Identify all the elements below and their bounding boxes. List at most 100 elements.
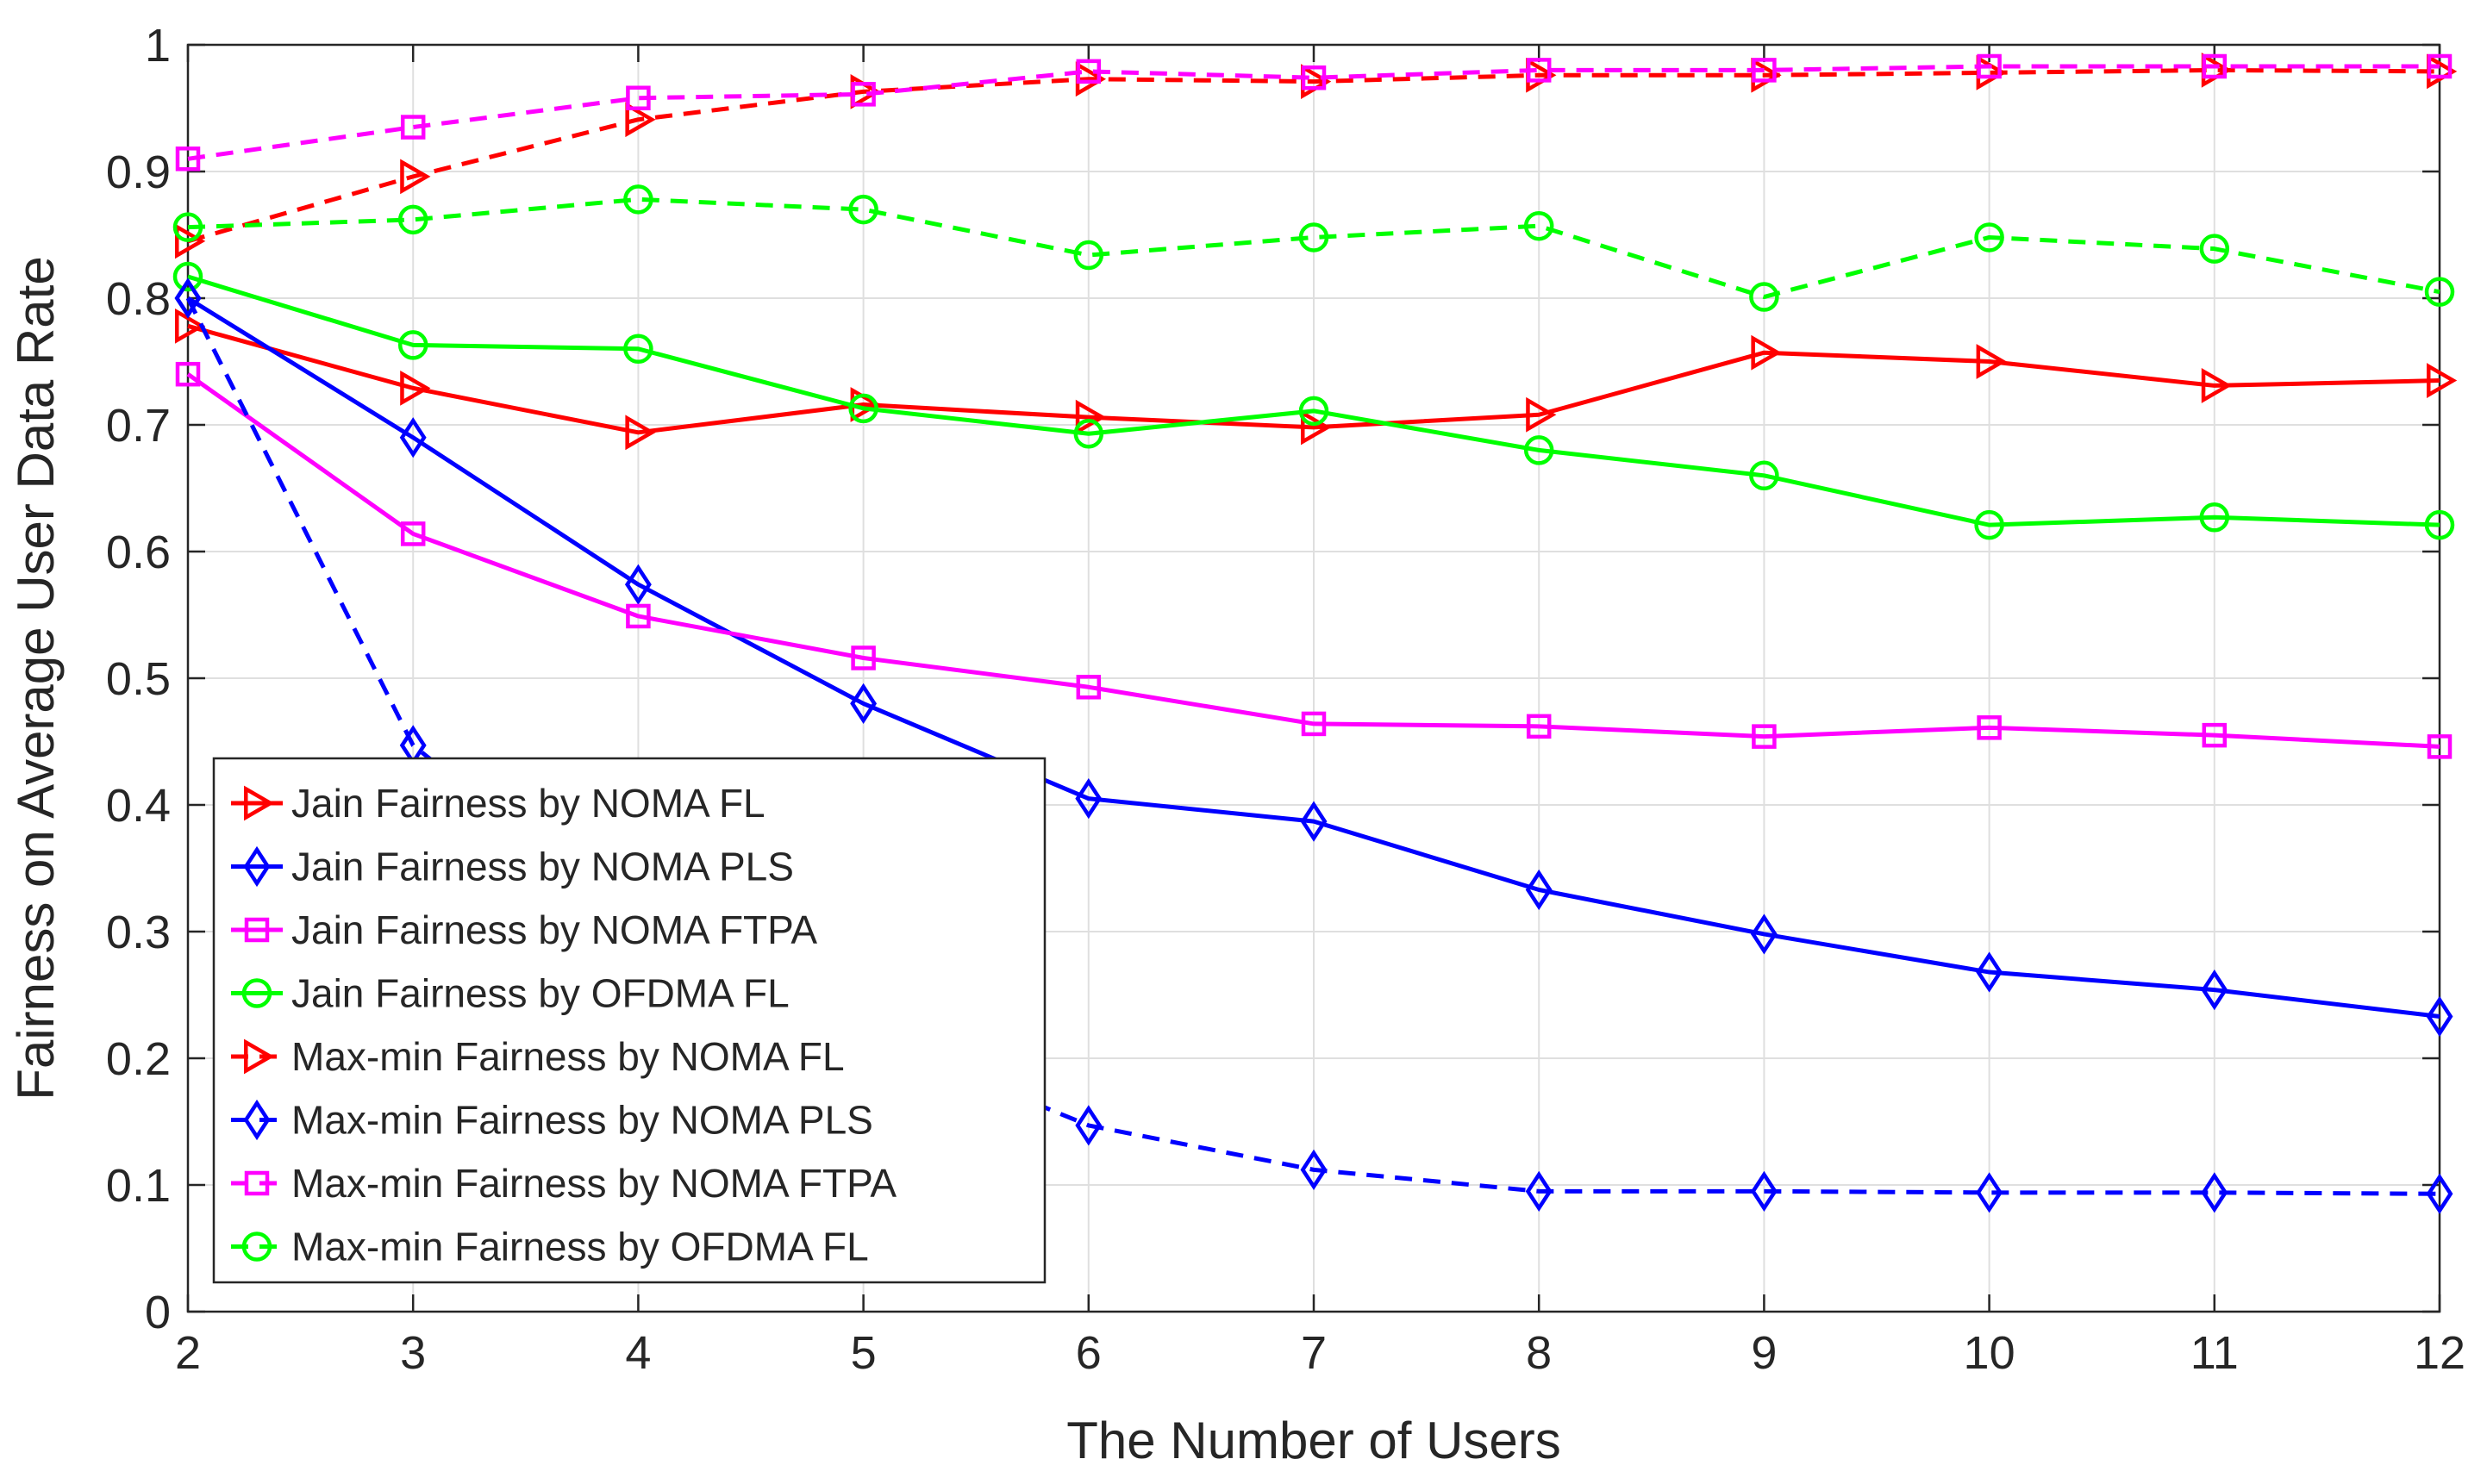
- legend-swatch-marker: [244, 917, 270, 943]
- data-point: [624, 564, 652, 605]
- data-point: [625, 415, 656, 451]
- y-tick-label: 0.7: [106, 400, 171, 452]
- legend-swatch-marker: [243, 1099, 271, 1141]
- data-point: [1076, 675, 1102, 700]
- y-tick-label: 0.6: [106, 527, 171, 578]
- data-point: [1750, 913, 1778, 955]
- series-line: [187, 323, 2440, 435]
- data-point: [2201, 368, 2233, 403]
- y-tick-label: 1: [145, 20, 171, 72]
- data-point: [1073, 419, 1104, 449]
- legend-label: Jain Fairness by NOMA FTPA: [291, 907, 817, 952]
- data-point: [848, 194, 878, 225]
- legend-label: Max-min Fairness by NOMA FL: [291, 1034, 845, 1079]
- data-point: [175, 308, 206, 344]
- data-point: [172, 212, 203, 242]
- data-point: [1752, 58, 1777, 83]
- data-point: [1749, 282, 1779, 312]
- data-point: [1075, 399, 1107, 435]
- legend-entry: Max-min Fairness by NOMA FL: [231, 1034, 845, 1079]
- y-tick-label: 0.2: [106, 1033, 171, 1085]
- data-point: [1976, 344, 2007, 379]
- data-point: [2426, 1173, 2453, 1214]
- data-point: [625, 102, 656, 138]
- series-2: [174, 277, 2453, 1038]
- data-point: [2202, 53, 2228, 79]
- legend-swatch-marker: [244, 785, 275, 821]
- x-tick-label: 6: [1076, 1327, 1102, 1379]
- y-tick-label: 0.8: [106, 273, 171, 325]
- legend-entry: Jain Fairness by NOMA FL: [231, 781, 765, 826]
- x-tick-label: 3: [400, 1327, 426, 1379]
- data-point: [1976, 1172, 2003, 1213]
- data-point: [175, 147, 201, 171]
- data-point: [1076, 59, 1102, 84]
- data-point: [1301, 409, 1332, 446]
- data-point: [1523, 435, 1554, 465]
- series-line: [187, 196, 2440, 300]
- data-point: [399, 417, 427, 458]
- legend-label: Jain Fairness by OFDMA FL: [291, 971, 790, 1016]
- x-tick-label: 11: [2190, 1327, 2239, 1379]
- series-line: [186, 296, 2440, 1019]
- legend-label: Max-min Fairness by NOMA FTPA: [291, 1161, 897, 1206]
- data-point: [1523, 210, 1554, 241]
- x-tick-label: 12: [2414, 1327, 2465, 1379]
- data-point: [626, 603, 651, 629]
- legend-box: [212, 757, 1047, 1284]
- data-point: [1974, 222, 2004, 253]
- axes-layer: 2 3 4 5 6 7 8 9 10 11 12 0 0.1 0.2 0.3 0.4 0.5 0.6 0.7 0.8 0…: [106, 20, 2465, 1379]
- data-point: [397, 330, 428, 360]
- data-point: [400, 115, 426, 140]
- series-line: [187, 274, 2440, 527]
- legend-label: Max-min Fairness by OFDMA FL: [291, 1225, 869, 1269]
- legend-swatch-marker: [244, 1038, 275, 1075]
- y-tick-label: 0.4: [106, 780, 171, 832]
- data-point: [2424, 277, 2455, 307]
- y-tick-label: 0.1: [106, 1160, 171, 1212]
- x-tick-label: 7: [1301, 1327, 1327, 1379]
- data-point: [2201, 1172, 2228, 1213]
- legend-entry: Max-min Fairness by OFDMA FL: [231, 1225, 869, 1269]
- data-point: [2199, 234, 2230, 264]
- data-point: [2427, 363, 2458, 398]
- legend-swatch-marker: [243, 845, 271, 888]
- data-point: [2424, 509, 2455, 540]
- data-point: [623, 184, 653, 215]
- series-1: [175, 308, 2458, 451]
- series-8: [172, 184, 2455, 312]
- data-point: [1750, 1170, 1778, 1212]
- data-point: [400, 370, 431, 406]
- series-4: [172, 261, 2455, 540]
- data-point: [400, 159, 431, 195]
- data-point: [1075, 1105, 1103, 1146]
- legend-label: Jain Fairness by NOMA PLS: [291, 845, 794, 889]
- legend-swatch-marker: [241, 978, 272, 1008]
- y-axis-title: Fairness on Average User Data Rate: [7, 256, 65, 1100]
- data-point: [1977, 53, 2002, 79]
- data-point: [1752, 724, 1777, 749]
- legend-entry: Max-min Fairness by NOMA PLS: [231, 1098, 873, 1143]
- data-point: [1525, 1170, 1553, 1212]
- data-point: [1976, 951, 2003, 993]
- data-point: [1751, 334, 1782, 371]
- data-point: [1525, 869, 1553, 911]
- series-7: [175, 53, 2453, 171]
- data-point: [1977, 715, 2002, 740]
- data-point: [851, 645, 876, 670]
- data-point: [1749, 460, 1779, 491]
- data-point: [2426, 995, 2453, 1038]
- data-point: [848, 393, 878, 424]
- x-tick-label: 5: [851, 1327, 877, 1379]
- data-point: [2202, 722, 2228, 748]
- data-point: [175, 223, 206, 259]
- series-3: [175, 361, 2453, 759]
- data-point: [2199, 502, 2230, 533]
- data-point: [623, 334, 653, 365]
- legend-entry: Jain Fairness by NOMA FTPA: [231, 907, 817, 952]
- data-point: [1300, 1149, 1328, 1190]
- x-tick-label: 9: [1751, 1327, 1777, 1379]
- data-point: [1298, 222, 1329, 253]
